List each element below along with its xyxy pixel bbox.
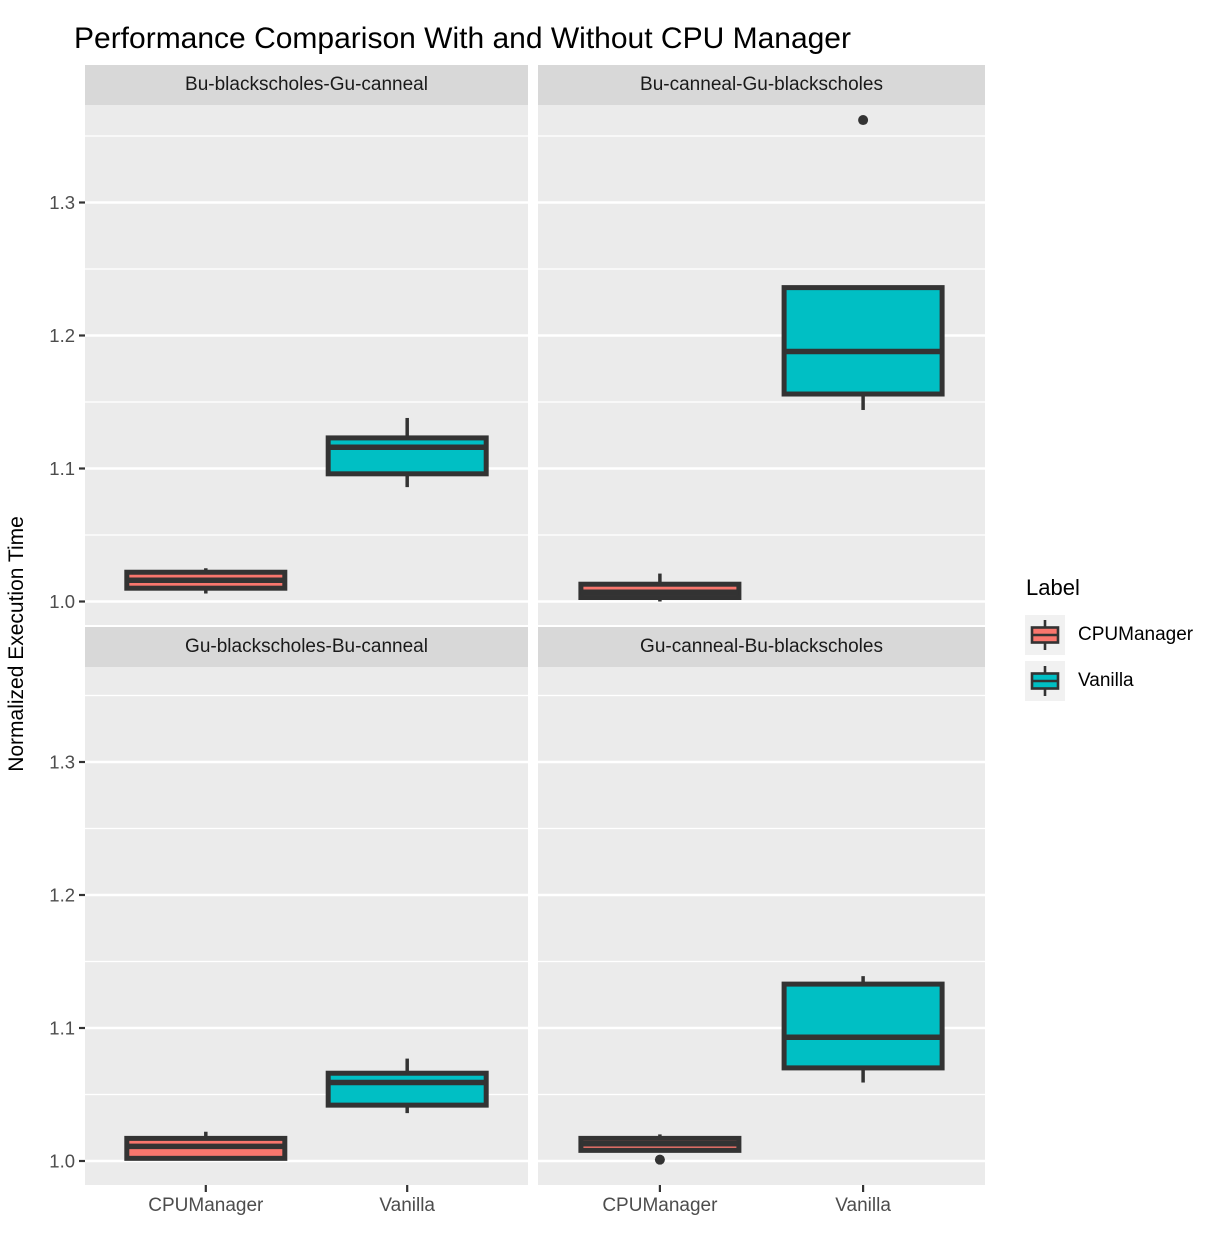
outlier-point [654, 1154, 665, 1165]
legend-key [1025, 615, 1065, 655]
facet-strip-2: Bu-canneal-Gu-blackscholes [538, 65, 985, 105]
boxplot-glyph-icon [1030, 666, 1060, 696]
x-category-label: CPUManager [148, 1195, 264, 1216]
x-category-label: Vanilla [379, 1195, 435, 1216]
y-tick-label: 1.3 [49, 752, 75, 773]
y-tick-label: 1.0 [49, 591, 75, 612]
facet-strip-4: Gu-canneal-Bu-blackscholes [538, 627, 985, 667]
legend-label: Vanilla [1078, 670, 1134, 691]
y-tick-label: 1.1 [49, 458, 75, 479]
legend-entry-vanilla: Vanilla [1025, 661, 1220, 701]
legend-entry-cpumanager: CPUManager [1025, 615, 1220, 655]
y-tick-label: 1.1 [49, 1018, 75, 1039]
x-category-label: CPUManager [602, 1195, 718, 1216]
legend-label: CPUManager [1078, 624, 1194, 645]
legend-title: Label [1026, 575, 1080, 600]
legend-key [1025, 661, 1065, 701]
boxplot-box [325, 435, 489, 477]
facet-strip-3: Gu-blackscholes-Bu-canneal [85, 627, 528, 667]
boxplot-box [781, 981, 945, 1071]
boxplot-box [781, 285, 945, 397]
chart-title: Performance Comparison With and Without … [74, 22, 851, 55]
panel-background [85, 105, 528, 625]
y-tick-label: 1.2 [49, 885, 75, 906]
boxplot-box [325, 1070, 489, 1108]
y-tick-label: 1.3 [49, 192, 75, 213]
outlier-point [858, 115, 869, 126]
panel-background [538, 667, 985, 1185]
legend: Label CPUManager Vanilla [1025, 575, 1220, 707]
y-axis-title: Normalized Execution Time [5, 516, 28, 772]
y-tick-label: 1.0 [49, 1151, 75, 1172]
y-tick-label: 1.2 [49, 325, 75, 346]
facet-strip-1: Bu-blackscholes-Gu-canneal [85, 65, 528, 105]
x-category-label: Vanilla [835, 1195, 891, 1216]
boxplot-glyph-icon [1030, 620, 1060, 650]
